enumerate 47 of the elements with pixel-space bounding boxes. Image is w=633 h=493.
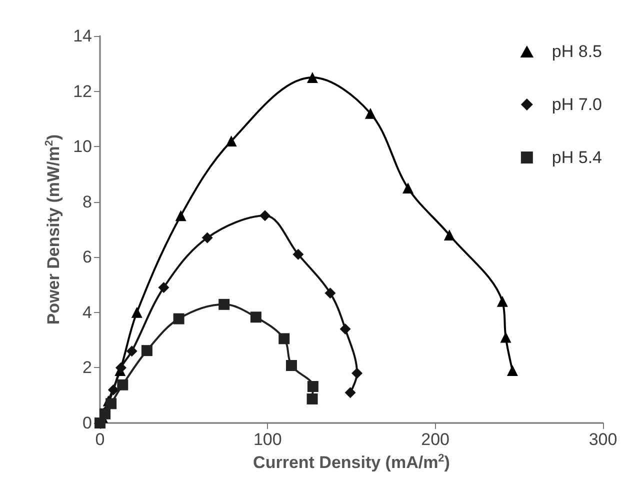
point [340, 324, 351, 335]
point [324, 288, 336, 299]
point [278, 333, 290, 344]
point [106, 398, 117, 410]
point [292, 248, 304, 260]
point [402, 182, 414, 194]
point [364, 108, 376, 119]
point [506, 364, 518, 376]
point [306, 72, 318, 83]
point [250, 312, 262, 323]
legend-label: pH 5.4 [552, 148, 602, 167]
x-tick-label: 100 [253, 430, 282, 449]
point [286, 360, 297, 372]
point [173, 313, 184, 324]
point [202, 232, 213, 244]
y-tick-label: 12 [73, 82, 92, 101]
point [141, 345, 152, 356]
y-tick-label: 8 [82, 192, 92, 212]
point [352, 368, 363, 379]
point [115, 362, 126, 374]
point [307, 381, 318, 392]
x-tick-label: 200 [421, 430, 450, 449]
y-tick-label: 0 [82, 414, 92, 432]
point [306, 393, 318, 404]
point [126, 346, 138, 357]
point [131, 306, 142, 318]
y-tick-label: 2 [82, 358, 92, 378]
y-tick-label: 6 [82, 248, 92, 267]
legend-label: pH 8.5 [552, 42, 602, 61]
y-tick-label: 10 [73, 137, 92, 156]
y-tick-label: 14 [73, 26, 92, 46]
point [158, 282, 170, 294]
point [444, 230, 455, 241]
point [218, 298, 230, 310]
legend-label: pH 7.0 [552, 95, 602, 114]
point [259, 210, 270, 222]
x-tick-label: 300 [588, 430, 618, 449]
point [108, 384, 119, 396]
point [500, 332, 512, 343]
point [344, 387, 356, 398]
y-tick-label: 4 [82, 302, 92, 322]
point [175, 210, 186, 222]
point [226, 136, 237, 147]
x-tick-label: 0 [95, 430, 105, 449]
y-axis-title: Power Density (mW/m2) [44, 134, 64, 325]
point [496, 296, 508, 307]
point [117, 379, 128, 390]
